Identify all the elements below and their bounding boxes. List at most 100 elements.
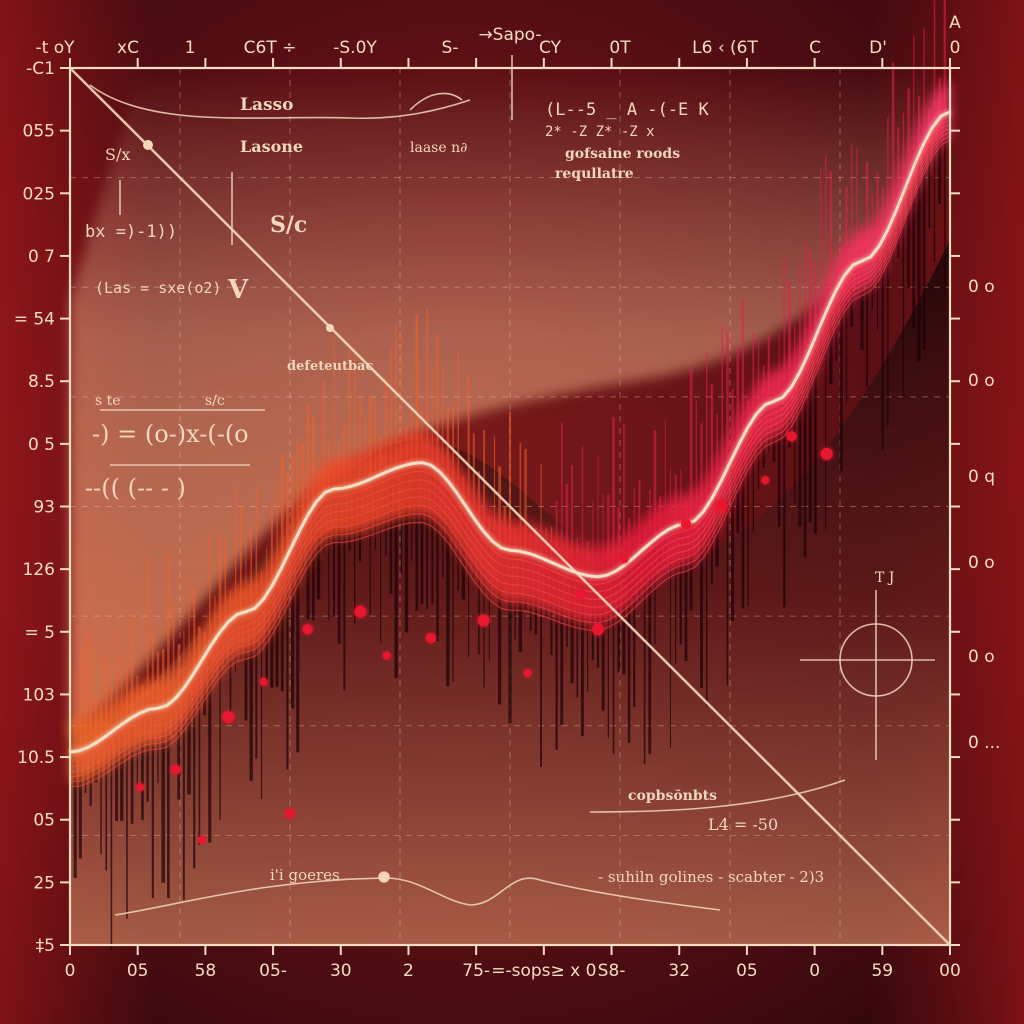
scatter-point <box>222 710 235 723</box>
x-tick-label: 32 <box>668 961 690 981</box>
top-label: CY <box>539 38 562 58</box>
scatter-point <box>681 519 691 530</box>
scatter-point <box>820 447 833 460</box>
scatter-point <box>170 764 181 775</box>
annotation-ste: s te <box>95 393 121 409</box>
x-tick-label: 58 <box>195 961 217 981</box>
scatter-point <box>477 614 490 627</box>
annotation-las-expr: (Las = sxe(o2) <box>95 279 221 297</box>
scatter-point <box>354 605 367 618</box>
x-tick-label: 75- <box>462 961 490 981</box>
annotation-l4: L4 = -50 <box>708 815 778 834</box>
top-labels: -t oY xC 1 C6T ÷ -S.0Y S- →Sapo-CY 0T L6 ‹ (6T C D… <box>36 13 962 58</box>
ring-bottom <box>378 871 390 883</box>
top-label: →Sapo- <box>478 25 541 45</box>
scatter-point <box>575 589 586 600</box>
x-tick-label: 05- <box>259 961 287 981</box>
top-label: 0T <box>609 38 631 58</box>
x-tick-label: 00 <box>939 961 961 981</box>
x-tick-label: 0 <box>809 961 820 981</box>
scatter-point <box>592 623 604 636</box>
top-label: C6T ÷ <box>244 38 297 58</box>
curve-series-line <box>69 135 951 783</box>
y-tick-label: 025 <box>23 184 55 204</box>
x-tick-label: 05 <box>127 961 149 981</box>
y-tick-labels-right: 0 o 0 o 0 q 0 o 0 o 0 ... <box>968 277 1000 753</box>
scatter-point <box>259 677 268 686</box>
curve-series-line <box>69 123 951 768</box>
curve-band <box>69 81 951 788</box>
annotation-equation-big: -) = (o-)x-(-(o <box>92 420 249 448</box>
top-label: C <box>809 38 821 58</box>
y-tick-label: = 54 <box>14 310 55 330</box>
scatter-point <box>761 476 770 485</box>
wave-bottom <box>114 877 721 916</box>
curve-series-line <box>69 115 951 758</box>
diagonal-marker-2 <box>326 324 334 332</box>
annotation-sc: S/c <box>270 212 307 238</box>
y-tick-label: 055 <box>23 122 55 142</box>
curve-band-fill <box>70 81 950 783</box>
upper-glow-area <box>70 70 950 740</box>
diagonal-trend-line <box>69 67 951 946</box>
annotation-curves <box>89 55 935 916</box>
annotation-goeres: i'i goeres <box>270 866 340 884</box>
top-label: -S.0Y <box>333 38 377 58</box>
y-tick-label: 103 <box>23 685 55 705</box>
x-tick-label: 2 <box>403 961 414 981</box>
annotation-lasone: Lasone <box>240 137 303 156</box>
y-tick-label-right: 0 ... <box>968 733 1000 753</box>
y-tick-label: = 5 <box>25 623 55 643</box>
scatter-point <box>285 808 295 819</box>
y-tick-label-right: 0 o <box>968 371 995 391</box>
x-tick-label: =-sops≥ x 0 <box>491 961 596 981</box>
annotation-equation-big-2: --(( (-- - ) <box>85 474 186 502</box>
top-label: A <box>949 13 961 33</box>
annotation-gofsaine: gofsaine roods <box>565 146 680 162</box>
top-label: xC <box>117 38 139 58</box>
y-tick-label-right: 0 o <box>968 647 995 667</box>
x-tick-label: 05 <box>736 961 758 981</box>
y-tick-label-right: 0 q <box>968 467 995 487</box>
top-label: 1 <box>185 38 196 58</box>
y-tick-label: ‡5 <box>36 936 55 956</box>
top-label: -t oY <box>36 38 76 58</box>
x-tick-labels: 0 05 58 05- 30 2 75- =-sops≥ x 0 S8- 32 05 0 59 00 <box>65 961 961 981</box>
x-tick-label: 30 <box>330 961 352 981</box>
scatter-point <box>198 835 206 844</box>
y-tick-label: 05 <box>33 811 55 831</box>
scatter-points <box>136 431 833 844</box>
annotation-laase: laase n∂ <box>410 140 467 156</box>
annotation-v: V <box>227 275 249 305</box>
y-tick-label-right: 0 o <box>968 277 995 297</box>
curve-series-line <box>69 110 951 754</box>
top-label: S- <box>442 38 459 58</box>
curve-series-line <box>69 131 951 778</box>
scatter-point <box>302 624 313 635</box>
y-tick-label: 0 5 <box>28 435 55 455</box>
arrow-curve-bottom-right <box>589 779 846 813</box>
small-bump-top <box>409 92 463 111</box>
small-curve-top <box>89 84 471 120</box>
top-label: D' <box>869 38 887 58</box>
scatter-point <box>523 669 532 678</box>
annotation-copbsonbts: copbsŏnbts <box>628 788 717 804</box>
y-tick-label-right: 0 o <box>968 553 995 573</box>
annotation-tj: T J <box>875 570 894 586</box>
scatter-point <box>620 555 629 564</box>
axis-ticks <box>60 58 960 955</box>
scatter-point <box>136 783 145 792</box>
x-tick-label: S8- <box>598 961 626 981</box>
y-tick-label: -C1 <box>26 59 55 79</box>
top-label: 0 <box>950 38 961 58</box>
y-tick-label: 25 <box>33 873 55 893</box>
y-tick-label: 0 7 <box>28 247 55 267</box>
annotation-requllatre: requllatre <box>555 166 634 182</box>
annotation-defeteutbac: defeteutbac <box>287 359 373 374</box>
y-tick-label: 10.5 <box>17 748 55 768</box>
scatter-point <box>715 500 728 513</box>
x-tick-label: 0 <box>65 961 76 981</box>
text-annotations: Lasso Lasone laase n∂ gofsaine roods req… <box>85 95 894 886</box>
